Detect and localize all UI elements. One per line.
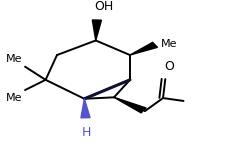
Text: O: O: [163, 60, 173, 73]
Polygon shape: [81, 99, 90, 118]
Text: H: H: [81, 126, 91, 140]
Text: OH: OH: [94, 0, 113, 13]
Polygon shape: [129, 42, 157, 55]
Polygon shape: [92, 20, 101, 40]
Text: Me: Me: [6, 93, 23, 103]
Text: Me: Me: [6, 54, 23, 64]
Polygon shape: [114, 97, 146, 113]
Text: Me: Me: [160, 39, 176, 49]
